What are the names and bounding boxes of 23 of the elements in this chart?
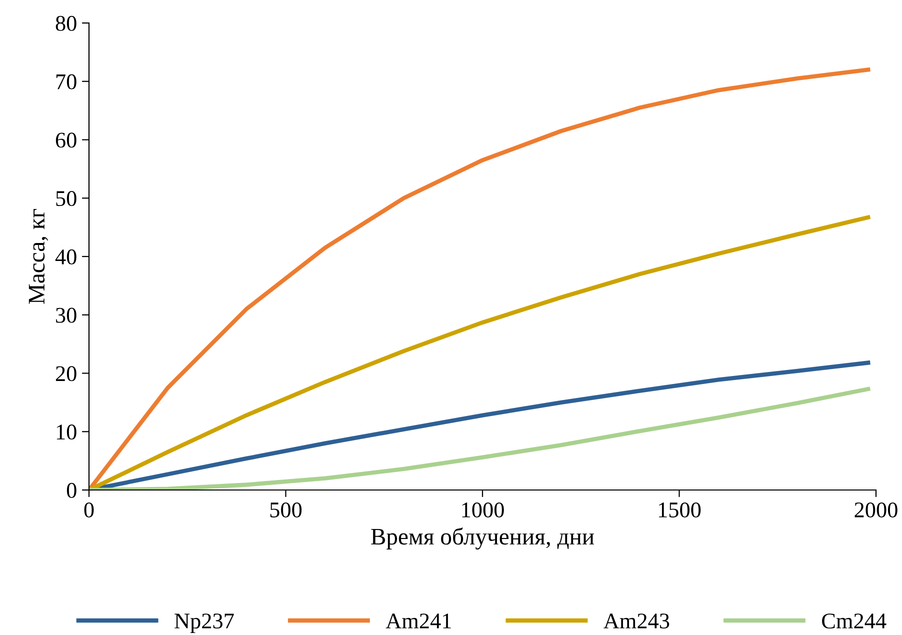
x-tick-label: 2000	[854, 502, 898, 518]
legend-label: Cm244	[822, 614, 886, 629]
line-series	[89, 215, 870, 490]
y-axis-title: Масса, кг	[28, 209, 48, 304]
y-tick-label: 50	[56, 191, 76, 206]
x-tick-label: 500	[270, 502, 302, 518]
y-tick-label: 20	[56, 366, 76, 382]
y-tick-label: 30	[56, 308, 76, 323]
legend-label: Am243	[604, 614, 670, 629]
x-tick-label: 1500	[658, 502, 701, 518]
y-tick-label: 70	[56, 74, 76, 90]
y-tick-label: 60	[56, 132, 76, 148]
y-tick-label: 80	[56, 16, 76, 31]
y-tick-label: 0	[66, 482, 76, 498]
legend-label: Np237	[174, 614, 234, 634]
x-tick-label: 0	[84, 502, 94, 518]
line-series	[89, 386, 870, 490]
legend-label: Am241	[386, 614, 451, 628]
line-series	[89, 68, 870, 490]
y-tick-label: 10	[56, 424, 76, 440]
x-tick-label: 1000	[462, 502, 504, 518]
x-axis-title: Время облучения, дни	[371, 528, 594, 550]
y-tick-label: 40	[55, 249, 76, 264]
